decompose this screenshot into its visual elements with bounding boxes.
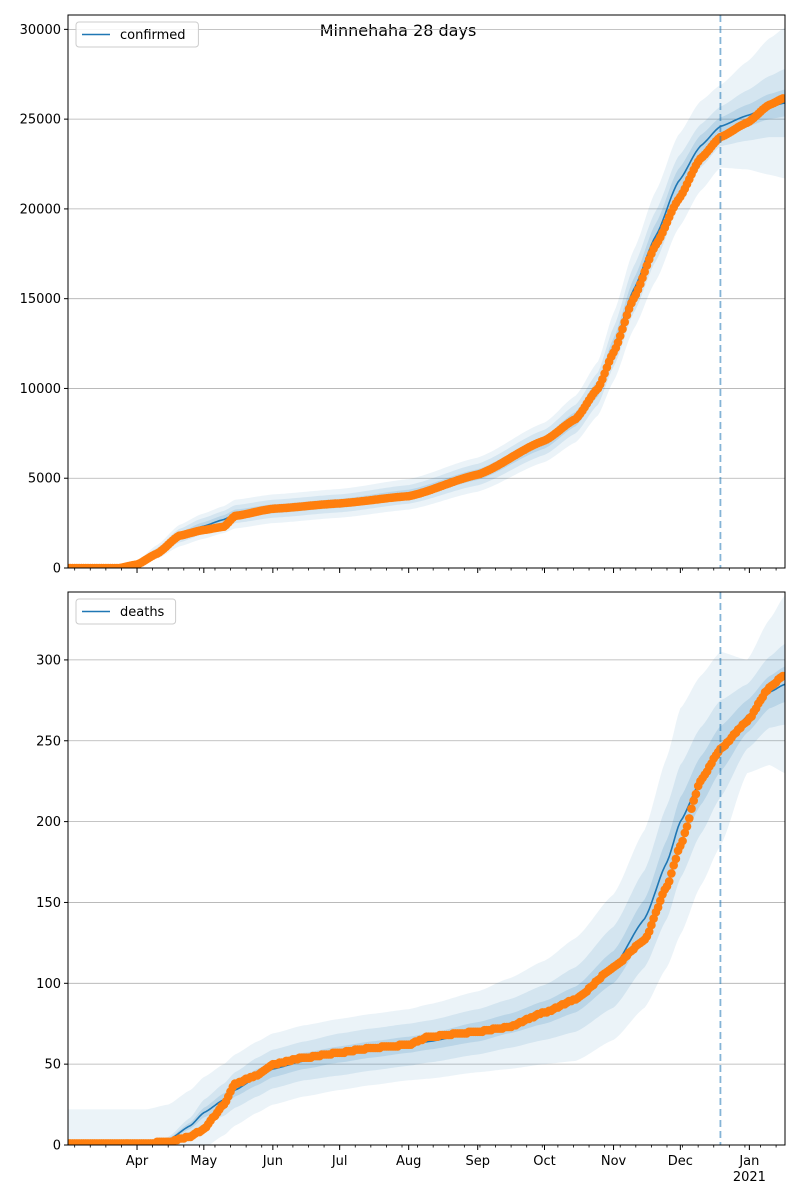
- x-tick-label: Dec: [668, 1154, 693, 1169]
- observed-point: [620, 317, 629, 327]
- legend-box: [75, 21, 199, 48]
- y-tick-label: 0: [53, 562, 61, 577]
- y-tick-label: 250: [36, 734, 61, 749]
- y-axis: 0 5000 10000 15000 20000 25000 30000: [20, 23, 68, 577]
- observed-points: [68, 671, 785, 1145]
- y-tick-label: 25000: [20, 113, 61, 128]
- fit-band-3: [68, 595, 785, 1145]
- observed-point: [685, 814, 694, 823]
- y-axis: 0 50 100 150 200 250 300: [36, 653, 68, 1154]
- observed-point: [671, 854, 681, 864]
- x-tick-label: Jan: [738, 1154, 759, 1169]
- x-tick-label: Jun: [262, 1154, 283, 1169]
- x-tick-label: 2021: [733, 1170, 766, 1185]
- fit-bands: [68, 595, 785, 1145]
- x-tick-label: Aug: [396, 1154, 421, 1169]
- gridlines: [68, 659, 785, 1065]
- y-tick-label: 10000: [20, 382, 61, 397]
- fit-band-1: [68, 666, 785, 1145]
- observed-point: [618, 324, 627, 334]
- x-tick-label: Nov: [601, 1154, 627, 1169]
- x-tick-label: Sep: [465, 1154, 490, 1169]
- y-tick-label: 5000: [28, 472, 61, 487]
- x-tick-label: May: [190, 1154, 217, 1169]
- observed-point: [687, 804, 696, 813]
- confirmed-panel: 0 5000 10000 15000 20000 25000 30000 confirmed: [20, 14, 786, 577]
- observed-point: [615, 331, 625, 341]
- figure-title: Minnehaha 28 days: [320, 21, 477, 40]
- observed-point: [691, 789, 701, 799]
- fit-band-2: [68, 643, 785, 1145]
- y-tick-label: 0: [53, 1139, 61, 1154]
- x-axis: [74, 568, 777, 573]
- fit-band-2: [68, 68, 785, 568]
- fit-band-3: [68, 27, 785, 568]
- x-tick-label: Oct: [533, 1154, 555, 1169]
- y-tick-label: 30000: [20, 23, 61, 38]
- observed-point: [678, 836, 687, 846]
- legend-label: confirmed: [120, 28, 186, 43]
- observed-point: [778, 671, 785, 681]
- observed-point: [778, 94, 785, 103]
- gridlines: [68, 28, 785, 479]
- y-tick-label: 100: [36, 977, 61, 992]
- x-tick-label: Apr: [126, 1154, 149, 1169]
- y-tick-label: 300: [36, 653, 61, 668]
- observed-point: [644, 927, 654, 936]
- fit-band-1: [68, 89, 785, 568]
- y-tick-label: 50: [44, 1058, 61, 1073]
- y-tick-label: 150: [36, 896, 61, 911]
- axes-frame: [67, 14, 786, 569]
- legend: confirmed: [75, 21, 199, 48]
- legend-label: deaths: [120, 605, 165, 620]
- y-tick-label: 15000: [20, 292, 61, 307]
- x-tick-label: Jul: [331, 1154, 348, 1169]
- y-tick-label: 200: [36, 815, 61, 830]
- deaths-panel: 0 50 100 150 200 250 300 Apr May Jun Jul Aug Sep Oct N…: [36, 591, 786, 1185]
- axes-frame: [67, 591, 786, 1146]
- observed-point: [689, 796, 698, 805]
- observed-points: [68, 94, 785, 568]
- legend: deaths: [75, 598, 177, 625]
- observed-point: [647, 920, 656, 930]
- y-tick-label: 20000: [20, 202, 61, 217]
- observed-point: [664, 877, 674, 886]
- observed-point: [667, 869, 676, 878]
- legend-box: [75, 598, 177, 625]
- observed-point: [653, 903, 663, 912]
- observed-point: [669, 861, 678, 870]
- observed-point: [682, 822, 692, 831]
